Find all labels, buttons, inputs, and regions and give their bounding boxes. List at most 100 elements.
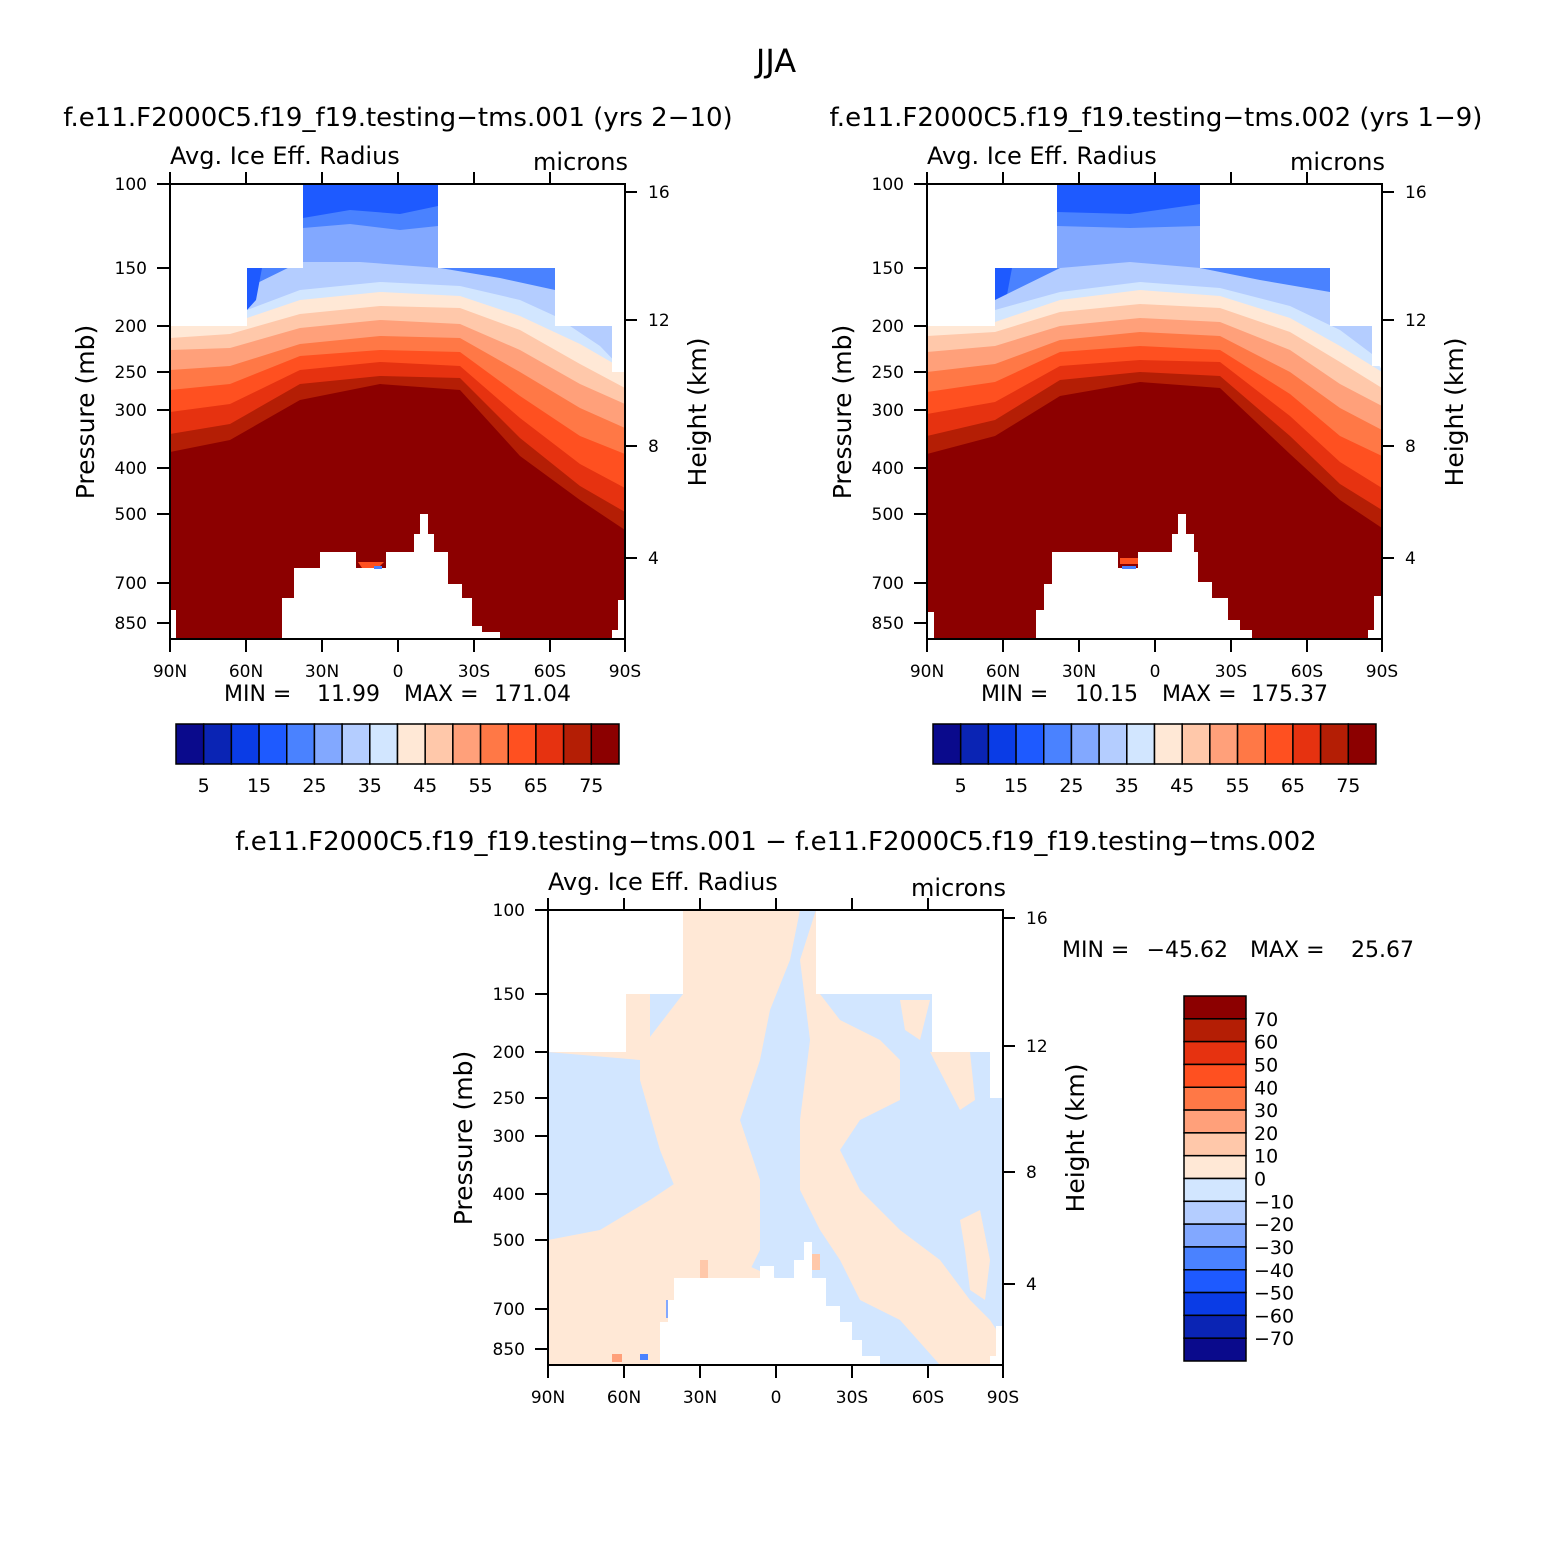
contour-band: [800, 910, 1003, 1365]
y-axis-label: Pressure (mb): [828, 325, 857, 499]
colorbar-swatch: [452, 723, 482, 765]
colorbar-swatch: [1183, 1132, 1247, 1157]
colorbar-swatch: [1183, 1314, 1247, 1339]
colorbar-swatch: [1070, 723, 1100, 765]
y-tick-label: 150: [115, 259, 147, 279]
y-tick-label: 850: [493, 1340, 525, 1360]
colorbar-label: 0: [1254, 1169, 1266, 1191]
y-tick-label: 300: [872, 401, 904, 421]
panel-diff: f.e11.F2000C5.f19_f19.testing−tms.001 − …: [235, 827, 1414, 1408]
y2-tick-label: 8: [1026, 1163, 1037, 1183]
contour-band: [812, 1254, 820, 1270]
y-tick-label: 250: [493, 1089, 525, 1109]
missing-data: [548, 994, 626, 1052]
colorbar-swatch: [258, 723, 288, 765]
max-value: 25.67: [1351, 938, 1414, 963]
missing-data: [170, 184, 303, 268]
x-tick-labels: 90N 60N 30N 0 30S 60S 90S: [153, 662, 641, 682]
colorbar-label: 65: [524, 775, 548, 797]
variable-label: Avg. Ice Eff. Radius: [170, 142, 400, 170]
colorbar-swatch: [1183, 1246, 1247, 1271]
x-tick-label: 30S: [458, 662, 490, 682]
y-tick-label: 300: [115, 401, 147, 421]
y-tick-label: 100: [872, 175, 904, 195]
axis-ticks: [535, 898, 1015, 1378]
colorbar-label: 25: [302, 775, 326, 797]
colorbar-label: −10: [1254, 1191, 1294, 1213]
colorbar-swatch: [507, 723, 537, 765]
field-case1: [170, 184, 625, 639]
x-tick-label: 30S: [836, 1388, 868, 1408]
contour-band: [900, 1000, 930, 1040]
x-tick-label: 90N: [531, 1388, 565, 1408]
missing-data: [927, 612, 934, 639]
missing-data: [927, 184, 1057, 268]
colorbar-swatch: [202, 723, 233, 765]
y2-tick-label: 16: [648, 183, 670, 203]
contour-band: [960, 1210, 990, 1300]
y-tick-label: 700: [493, 1300, 525, 1320]
contour-band: [640, 910, 800, 1300]
stats: MIN = −45.62 MAX = 25.67: [1062, 938, 1414, 963]
colorbar-label: 55: [1225, 775, 1249, 797]
contour-band: [700, 1260, 708, 1278]
y2-tick-labels: 16 12 8 4: [1405, 183, 1427, 569]
y-tick-label: 500: [493, 1231, 525, 1251]
colorbar-swatch: [1183, 1040, 1247, 1066]
x-tick-label: 90S: [609, 662, 641, 682]
x-tick-label: 0: [771, 1388, 782, 1408]
colorbar-swatch: [341, 723, 371, 765]
x-tick-label: 60S: [534, 662, 566, 682]
y-tick-label: 400: [115, 459, 147, 479]
max-label: MAX =: [404, 682, 479, 707]
missing-data: [816, 910, 1003, 994]
colorbar-label: 30: [1254, 1100, 1278, 1122]
colorbar-label: 35: [358, 775, 382, 797]
x-tick-label: 60S: [1291, 662, 1323, 682]
contour-band: [170, 384, 625, 639]
colorbar-swatch: [1183, 1223, 1247, 1248]
colorbar-label: −60: [1254, 1305, 1294, 1327]
y2-tick-label: 8: [1405, 437, 1416, 457]
y-tick-label: 700: [115, 574, 147, 594]
colorbar-swatch: [1183, 1109, 1247, 1134]
y-tick-label: 400: [493, 1185, 525, 1205]
x-tick-label: 30N: [305, 662, 339, 682]
missing-data: [990, 1052, 1003, 1098]
y-tick-labels: 100 150 200 250 300 400 500 700 850: [115, 175, 147, 634]
y2-axis-label: Height (km): [1440, 338, 1469, 487]
colorbar-swatch: [535, 723, 565, 765]
colorbar-swatch: [313, 723, 343, 765]
units-label: microns: [1290, 148, 1385, 176]
y-tick-label: 400: [872, 459, 904, 479]
colorbar-swatch: [1183, 1154, 1247, 1180]
colorbar-swatch: [1183, 1177, 1247, 1203]
missing-data: [1016, 514, 1252, 639]
min-value: 10.15: [1075, 682, 1138, 707]
colorbar-swatch: [1209, 723, 1239, 765]
contour-band: [303, 224, 438, 268]
missing-data: [612, 326, 625, 372]
colorbar-swatch: [1264, 723, 1294, 765]
colorbar-swatch: [1153, 723, 1183, 765]
contour-band: [930, 1052, 975, 1110]
x-tick-label: 60N: [607, 1388, 641, 1408]
colorbar-label: 25: [1059, 775, 1083, 797]
colorbar-swatch: [1236, 723, 1266, 765]
colorbar-swatch: [230, 723, 260, 765]
colorbar-label: 20: [1254, 1123, 1278, 1145]
y-tick-label: 200: [115, 317, 147, 337]
y2-tick-label: 16: [1026, 909, 1048, 929]
x-tick-label: 60N: [986, 662, 1020, 682]
min-value: −45.62: [1147, 938, 1228, 963]
y2-tick-label: 4: [1026, 1275, 1037, 1295]
variable-label: Avg. Ice Eff. Radius: [927, 142, 1157, 170]
y-axis-label: Pressure (mb): [71, 325, 100, 499]
colorbar-swatch: [987, 723, 1017, 765]
y-tick-label: 500: [115, 505, 147, 525]
panel-case2: f.e11.F2000C5.f19_f19.testing−tms.002 (y…: [828, 103, 1482, 797]
colorbar-swatch: [175, 723, 205, 765]
colorbar-label: 45: [413, 775, 437, 797]
y2-tick-label: 12: [1026, 1037, 1048, 1057]
x-tick-label: 90S: [987, 1388, 1019, 1408]
